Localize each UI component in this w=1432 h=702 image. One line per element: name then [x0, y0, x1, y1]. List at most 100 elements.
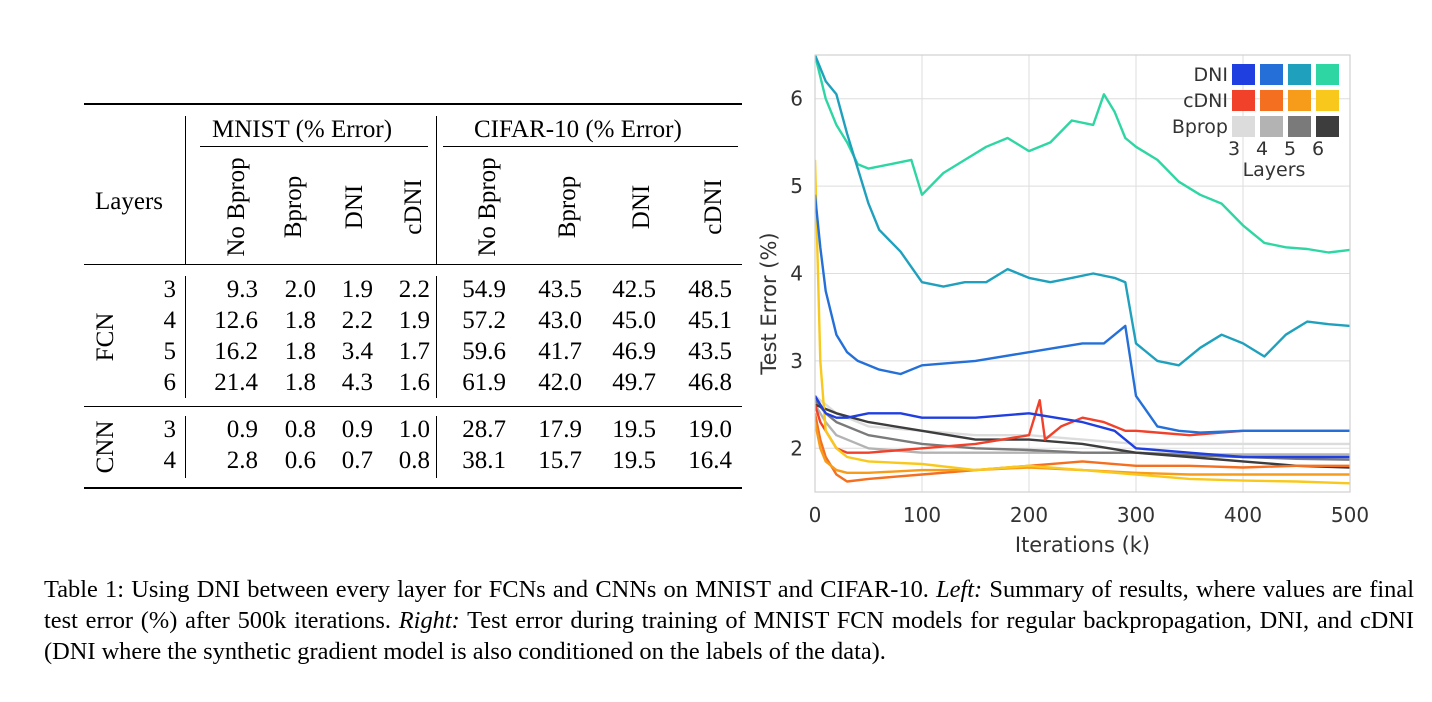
header-cifar-cdni: cDNI — [700, 179, 727, 235]
table-cell: 49.7 — [612, 369, 656, 396]
x-axis-label: Iterations (k) — [1015, 533, 1150, 557]
table-cell: 61.9 — [462, 369, 506, 396]
section-label-cnn: CNN — [92, 420, 119, 474]
cifar-group-rule — [443, 146, 738, 148]
row-layers-value: 5 — [163, 338, 177, 365]
table-cell: 12.6 — [214, 307, 258, 334]
table-cell: 16.4 — [688, 447, 732, 474]
table-cell: 54.9 — [462, 276, 506, 303]
plot-frame — [814, 54, 1351, 493]
table-cell: 0.6 — [284, 447, 316, 474]
results-table: Layers MNIST (% Error) CIFAR-10 (% Error… — [0, 0, 760, 520]
table-cell: 2.0 — [284, 276, 316, 303]
mnist-cifar-divider-cnn — [436, 416, 438, 478]
x-tick-label: 100 — [903, 503, 941, 527]
table-caption: Table 1: Using DNI between every layer f… — [44, 574, 1414, 667]
legend-swatch — [1316, 90, 1339, 111]
header-mnist-dni: DNI — [341, 184, 368, 230]
header-cifar-group: CIFAR-10 (% Error) — [474, 116, 682, 143]
caption-right-label: Right: — [398, 607, 460, 634]
table-cell: 1.8 — [284, 307, 316, 334]
row-layers-value: 3 — [163, 416, 177, 443]
table-cell: 15.7 — [538, 447, 582, 474]
series-line-cdni-6 — [815, 159, 1350, 485]
series-line-dni-3 — [815, 395, 1350, 459]
y-tick-label: 2 — [790, 436, 803, 460]
legend-column-label: 5 — [1284, 138, 1296, 160]
table-cell: 0.7 — [341, 447, 373, 474]
table-cell: 4.3 — [341, 369, 373, 396]
table-cell: 43.5 — [688, 338, 732, 365]
table-section-rule — [84, 406, 742, 408]
caption-label: Table 1: — [44, 576, 125, 603]
legend-swatch — [1260, 64, 1283, 85]
table-cell: 21.4 — [214, 369, 258, 396]
table-cell: 45.1 — [688, 307, 732, 334]
legend-swatch — [1232, 90, 1255, 111]
table-cell: 1.9 — [341, 276, 373, 303]
legend-column-label: 3 — [1228, 138, 1240, 160]
series-line-bprop-4 — [815, 403, 1350, 456]
table-cell: 19.0 — [688, 416, 732, 443]
header-cifar-no-bprop: No Bprop — [474, 157, 501, 257]
series-line-bprop-6 — [815, 403, 1350, 469]
header-mnist-bprop: Bprop — [280, 175, 307, 239]
legend-column-label: 6 — [1312, 138, 1324, 160]
table-cell: 46.9 — [612, 338, 656, 365]
legend-row-label: DNI — [1194, 64, 1228, 86]
caption-left-label: Left: — [936, 576, 983, 603]
legend-swatch — [1260, 116, 1283, 137]
legend-swatch — [1288, 116, 1311, 137]
table-cell: 2.8 — [226, 447, 258, 474]
table-top-rule — [84, 103, 742, 105]
mnist-group-rule — [200, 146, 428, 148]
layers-divider-header — [185, 116, 187, 264]
table-cell: 43.0 — [538, 307, 582, 334]
legend-swatch — [1260, 90, 1283, 111]
legend-swatch — [1232, 116, 1255, 137]
chart-series — [815, 55, 1350, 485]
table-cell: 17.9 — [538, 416, 582, 443]
header-mnist-no-bprop: No Bprop — [223, 157, 250, 257]
y-tick-label: 6 — [790, 87, 803, 111]
x-tick-label: 200 — [1010, 503, 1048, 527]
table-cell: 2.2 — [341, 307, 373, 334]
y-axis-label: Test Error (%) — [757, 232, 781, 375]
layers-divider-fcn — [185, 276, 187, 398]
legend-row-label: cDNI — [1183, 90, 1228, 112]
row-layers-value: 6 — [163, 369, 177, 396]
legend-swatch — [1288, 90, 1311, 111]
table-cell: 1.9 — [398, 307, 430, 334]
table-cell: 57.2 — [462, 307, 506, 334]
row-layers-value: 3 — [163, 276, 177, 303]
series-line-dni-6 — [815, 55, 1350, 254]
table-cell: 59.6 — [462, 338, 506, 365]
caption-text-2: Summary of results, where values are fin… — [44, 576, 1414, 634]
table-cell: 46.8 — [688, 369, 732, 396]
table-cell: 1.0 — [398, 416, 430, 443]
x-tick-label: 500 — [1331, 503, 1369, 527]
table-cell: 0.9 — [226, 416, 258, 443]
header-mnist-group: MNIST (% Error) — [212, 116, 393, 143]
series-line-dni-4 — [815, 194, 1350, 434]
table-cell: 1.6 — [398, 369, 430, 396]
table-cell: 28.7 — [462, 416, 506, 443]
row-layers-value: 4 — [163, 447, 177, 474]
table-cell: 16.2 — [214, 338, 258, 365]
caption-text-1: Using DNI between every layer for FCNs a… — [131, 576, 929, 603]
mnist-cifar-divider-header — [436, 116, 438, 264]
table-cell: 1.8 — [284, 369, 316, 396]
table-cell: 19.5 — [612, 447, 656, 474]
mnist-cifar-divider-fcn — [436, 276, 438, 398]
x-tick-label: 0 — [809, 503, 822, 527]
table-cell: 19.5 — [612, 416, 656, 443]
table-cell: 48.5 — [688, 276, 732, 303]
legend-swatch — [1316, 64, 1339, 85]
legend-swatch — [1288, 64, 1311, 85]
table-cell: 1.8 — [284, 338, 316, 365]
y-tick-label: 3 — [790, 349, 803, 373]
layers-divider-cnn — [185, 416, 187, 478]
section-label-fcn: FCN — [92, 312, 119, 362]
